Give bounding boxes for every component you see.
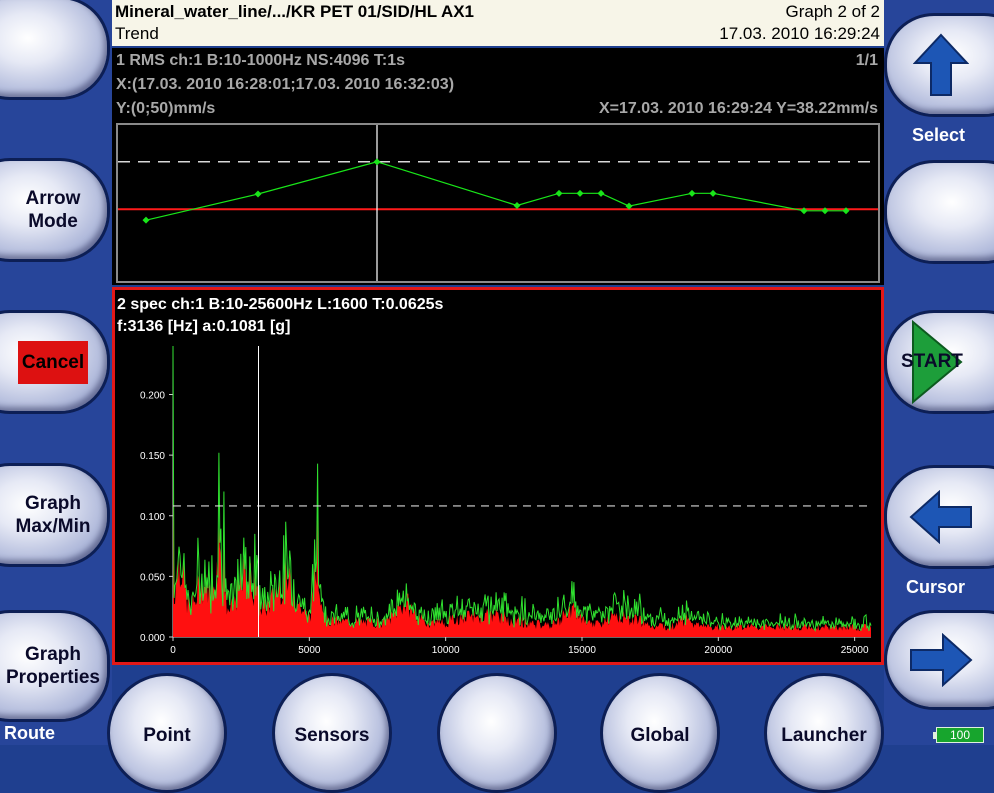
start-label: START xyxy=(901,351,963,372)
trend-point xyxy=(842,207,850,215)
graph-properties-label: Graph Properties xyxy=(6,644,100,688)
datetime: 17.03. 2010 16:29:24 xyxy=(719,24,880,43)
spectrum-plot[interactable]: 0.000 0.050 0.100 0.150 0.200 0 5000 10000 15000… xyxy=(115,340,881,660)
battery-indicator: 100 xyxy=(936,727,984,743)
arrow-left-icon xyxy=(909,490,972,544)
play-icon xyxy=(912,320,963,404)
cancel-label: Cancel xyxy=(17,340,89,384)
launcher-label: Launcher xyxy=(781,725,867,746)
arrow-mode-label: Arrow Mode xyxy=(25,188,81,232)
spectrum-title: 2 spec ch:1 B:10-25600Hz L:1600 T:0.0625… xyxy=(117,296,444,313)
cursor-label: Cursor xyxy=(906,577,966,597)
graph-properties-button[interactable]: Graph Properties xyxy=(0,610,110,722)
trend-point xyxy=(800,207,808,215)
trend-point xyxy=(373,158,381,166)
spectrum-green-line xyxy=(172,345,872,632)
trend-point xyxy=(555,189,563,197)
trend-y-range: Y:(0;50)mm/s xyxy=(116,100,216,117)
trend-point xyxy=(625,202,633,210)
spectrum-cursor-readout: f:3136 [Hz] a:0.1081 [g] xyxy=(117,318,291,335)
point-button[interactable]: Point xyxy=(107,673,227,793)
right-arrow-button[interactable] xyxy=(884,610,994,710)
trend-point xyxy=(688,189,696,197)
left-arrow-button[interactable] xyxy=(884,465,994,569)
trend-graph-panel[interactable]: 1 RMS ch:1 B:10-1000Hz NS:4096 T:1s 1/1 … xyxy=(112,48,884,285)
global-button[interactable]: Global xyxy=(600,673,720,793)
spectrum-y-tick-label: 0.000 xyxy=(140,633,165,644)
trend-title: 1 RMS ch:1 B:10-1000Hz NS:4096 T:1s xyxy=(116,52,406,69)
spectrum-y-tick-label: 0.150 xyxy=(140,451,165,462)
start-button[interactable]: START xyxy=(884,310,994,414)
route-label[interactable]: Route xyxy=(4,723,55,743)
battery-tip xyxy=(933,732,937,739)
spectrum-y-tick-label: 0.200 xyxy=(140,391,165,402)
sensors-button[interactable]: Sensors xyxy=(272,673,392,793)
graph-maxmin-button[interactable]: Graph Max/Min xyxy=(0,463,110,567)
trend-point xyxy=(597,189,605,197)
trend-point xyxy=(821,207,829,215)
spectrum-x-tick-label: 0 xyxy=(170,645,176,656)
spectrum-y-tick-label: 0.100 xyxy=(140,512,165,523)
graph-maxmin-label: Graph Max/Min xyxy=(15,493,91,537)
cancel-button[interactable]: Cancel xyxy=(0,310,110,414)
spectrum-graph-panel[interactable]: 2 spec ch:1 B:10-25600Hz L:1600 T:0.0625… xyxy=(112,287,884,665)
spectrum-x-tick-label: 5000 xyxy=(298,645,321,656)
trend-point xyxy=(254,190,262,198)
bottom-blank-button[interactable] xyxy=(437,673,557,793)
spectrum-x-tick-label: 10000 xyxy=(432,645,460,656)
arrow-right-icon xyxy=(910,633,973,687)
arrow-up-icon xyxy=(913,33,969,96)
up-arrow-button[interactable] xyxy=(884,13,994,117)
mode-label: Trend xyxy=(115,24,159,43)
right-blank-button[interactable] xyxy=(884,160,994,264)
title-bar: Mineral_water_line/.../KR PET 01/SID/HL … xyxy=(112,0,884,46)
trend-x-range: X:(17.03. 2010 16:28:01;17.03. 2010 16:3… xyxy=(116,76,455,93)
trend-page: 1/1 xyxy=(855,52,878,69)
trend-point xyxy=(709,189,717,197)
spectrum-y-tick-label: 0.050 xyxy=(140,572,165,583)
trend-plot-border xyxy=(116,123,880,283)
spectrum-x-tick-label: 20000 xyxy=(704,645,732,656)
left-top-button[interactable] xyxy=(0,0,110,100)
trend-plot[interactable] xyxy=(116,123,880,283)
point-label: Point xyxy=(143,725,191,746)
arrow-mode-button[interactable]: Arrow Mode xyxy=(0,158,110,262)
trend-point xyxy=(576,189,584,197)
trend-point xyxy=(142,216,150,224)
trend-point xyxy=(513,201,521,209)
spectrum-x-tick-label: 15000 xyxy=(568,645,596,656)
spectrum-x-tick-label: 25000 xyxy=(841,645,869,656)
spectrum-red-area xyxy=(173,462,871,637)
sensors-label: Sensors xyxy=(294,725,370,746)
trend-cursor-readout: X=17.03. 2010 16:29:24 Y=38.22mm/s xyxy=(598,100,878,117)
select-label: Select xyxy=(912,125,966,145)
measurement-path: Mineral_water_line/.../KR PET 01/SID/HL … xyxy=(115,2,475,21)
graph-index: Graph 2 of 2 xyxy=(785,2,880,21)
launcher-button[interactable]: Launcher xyxy=(764,673,884,793)
global-label: Global xyxy=(630,725,690,746)
